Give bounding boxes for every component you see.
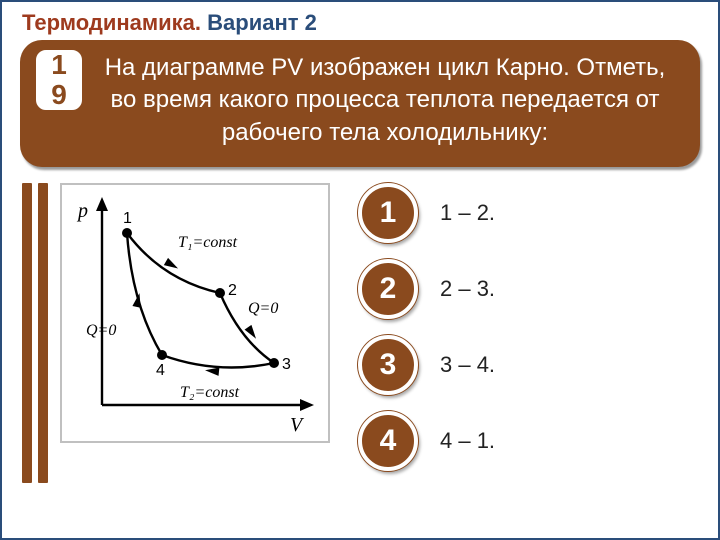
svg-text:1: 1	[123, 210, 132, 227]
pv-diagram-svg: p V 1 2 3 4 T₁=const T₂=const Q=0 Q=0	[62, 185, 328, 441]
svg-text:p: p	[76, 200, 88, 222]
question-box: 1 9 На диаграмме PV изображен цикл Карно…	[20, 40, 700, 167]
decorative-bar	[38, 183, 48, 483]
answer-text: 3 – 4.	[440, 352, 495, 378]
svg-text:3: 3	[282, 356, 291, 373]
question-number-top: 1	[51, 50, 67, 80]
page-header: Термодинамика. Вариант 2	[2, 2, 718, 40]
svg-text:4: 4	[156, 362, 165, 379]
answer-row: 2 2 – 3.	[358, 259, 718, 319]
svg-text:Q=0: Q=0	[86, 322, 116, 339]
answer-text: 1 – 2.	[440, 200, 495, 226]
svg-text:2: 2	[228, 282, 237, 299]
answer-button-1[interactable]: 1	[358, 183, 418, 243]
answer-button-2[interactable]: 2	[358, 259, 418, 319]
decorative-bar	[22, 183, 32, 483]
content-area: p V 1 2 3 4 T₁=const T₂=const Q=0 Q=0 1 1 – 2. 2 …	[2, 179, 718, 499]
decorative-bars	[22, 179, 48, 499]
variant-label: Вариант 2	[207, 10, 317, 35]
answer-row: 4 4 – 1.	[358, 411, 718, 471]
subject-label: Термодинамика.	[22, 10, 201, 35]
question-number-bottom: 9	[51, 80, 67, 110]
answer-text: 2 – 3.	[440, 276, 495, 302]
svg-text:T₁=const: T₁=const	[178, 234, 238, 251]
answer-button-3[interactable]: 3	[358, 335, 418, 395]
answer-button-4[interactable]: 4	[358, 411, 418, 471]
pv-diagram: p V 1 2 3 4 T₁=const T₂=const Q=0 Q=0	[60, 183, 330, 443]
svg-text:Q=0: Q=0	[248, 300, 278, 317]
question-number-badge: 1 9	[34, 48, 84, 112]
answer-row: 1 1 – 2.	[358, 183, 718, 243]
svg-text:V: V	[290, 414, 305, 436]
answer-text: 4 – 1.	[440, 428, 495, 454]
question-text: На диаграмме PV изображен цикл Карно. От…	[100, 52, 670, 149]
answers-list: 1 1 – 2. 2 2 – 3. 3 3 – 4. 4 4 – 1.	[358, 183, 718, 499]
svg-text:T₂=const: T₂=const	[180, 384, 240, 401]
answer-row: 3 3 – 4.	[358, 335, 718, 395]
